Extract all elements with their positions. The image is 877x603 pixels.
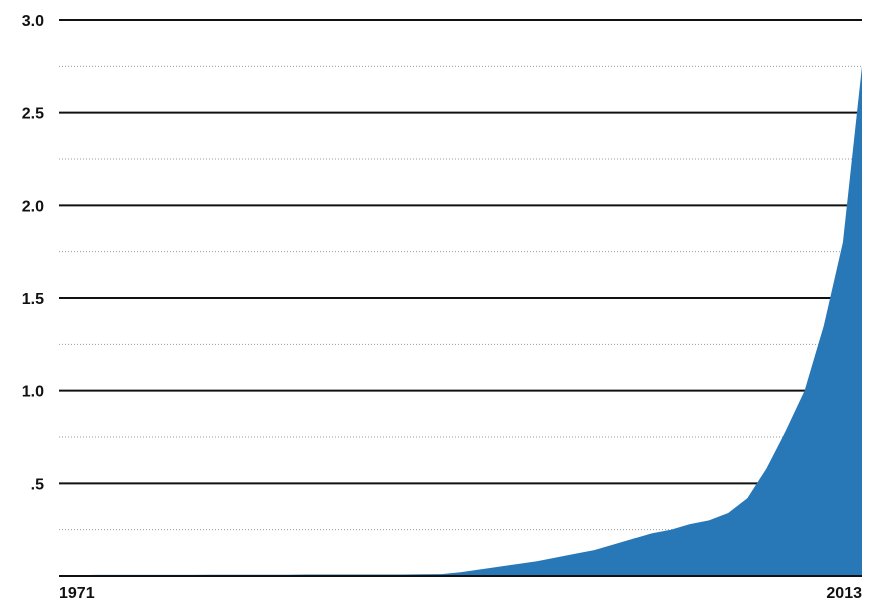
area-series: [59, 66, 862, 577]
y-tick-label: 1.5: [22, 291, 44, 308]
y-tick-label: 1.0: [22, 384, 44, 401]
y-tick-label: .5: [31, 476, 44, 493]
y-tick-label: 2.5: [22, 106, 44, 123]
x-tick-label-start: 1971: [59, 585, 95, 602]
gridlines: [59, 19, 862, 531]
y-axis-tick-labels: 3.0 2.5 2.0 1.5 1.0 .5: [22, 13, 44, 493]
x-tick-label-end: 2013: [826, 585, 862, 602]
y-tick-label: 2.0: [22, 198, 44, 215]
y-tick-label: 3.0: [22, 13, 44, 30]
